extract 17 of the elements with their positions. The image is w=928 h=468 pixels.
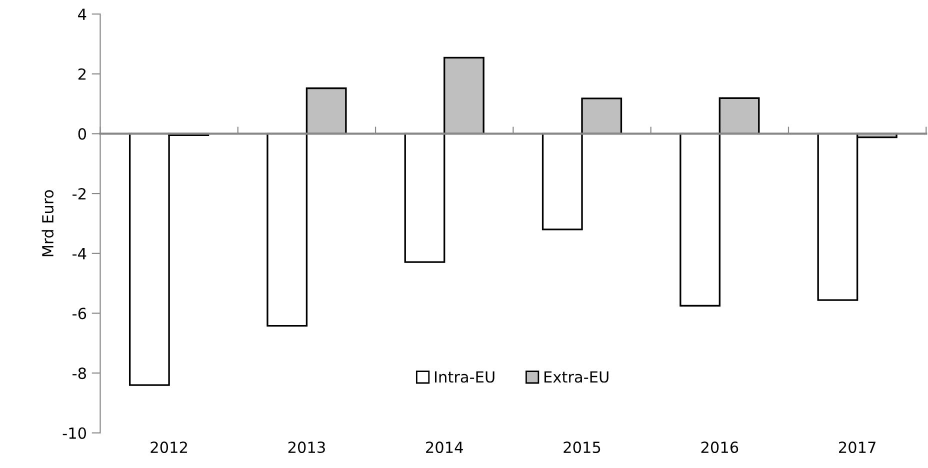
x-tick-label: 2012 bbox=[150, 442, 187, 454]
x-tick-label: 2013 bbox=[288, 442, 325, 454]
y-tick-label: 2 bbox=[78, 68, 86, 80]
y-tick-label: -8 bbox=[72, 368, 86, 380]
legend-label: Extra-EU bbox=[544, 371, 608, 383]
y-tick-label: 4 bbox=[78, 8, 86, 20]
x-tick-label: 2017 bbox=[838, 442, 876, 454]
legend-label: Intra-EU bbox=[434, 371, 494, 383]
y-axis-title: Mrd Euro bbox=[42, 190, 54, 256]
x-tick-label: 2015 bbox=[564, 442, 600, 454]
x-tick-label: 2014 bbox=[426, 442, 463, 454]
y-tick-label: -2 bbox=[72, 188, 86, 200]
y-tick-label: -4 bbox=[72, 248, 86, 260]
y-tick-label: -6 bbox=[72, 308, 86, 320]
y-tick-label: 0 bbox=[78, 128, 86, 140]
x-tick-label: 2016 bbox=[701, 442, 738, 454]
y-tick-label: -10 bbox=[62, 427, 86, 439]
